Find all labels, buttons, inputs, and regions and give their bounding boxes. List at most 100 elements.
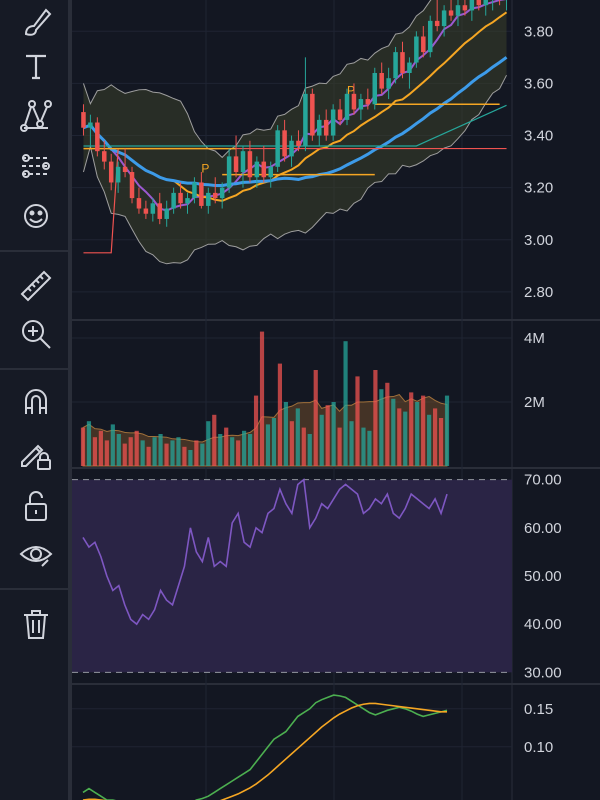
- candle-body: [233, 156, 239, 173]
- volume-bar: [379, 389, 384, 466]
- ruler-icon[interactable]: [14, 264, 58, 308]
- lock-icon[interactable]: [14, 484, 58, 528]
- toolbar-separator: [0, 250, 68, 252]
- candle-body: [289, 140, 294, 157]
- volume-bar: [164, 443, 169, 466]
- volume-bar: [444, 395, 450, 466]
- volume-bar: [373, 370, 378, 466]
- candle-body: [317, 119, 322, 136]
- volume-bar: [182, 446, 187, 466]
- magnet-icon[interactable]: [14, 380, 58, 424]
- rsi-tick-label: 30.00: [524, 664, 562, 681]
- toolbar-separator: [0, 588, 68, 590]
- candle-body: [434, 20, 440, 27]
- volume-bar: [194, 440, 199, 466]
- volume-bar: [421, 395, 426, 466]
- bollinger-band-fill: [83, 0, 507, 264]
- volume-bar: [355, 376, 360, 466]
- ma-purple-line: [83, 0, 507, 212]
- candle-body: [171, 192, 176, 209]
- volume-bar: [438, 418, 444, 466]
- volume-bar: [385, 382, 390, 466]
- volume-bar: [397, 408, 402, 466]
- candle-body: [358, 99, 364, 110]
- volume-bar: [104, 440, 109, 466]
- candle-body: [310, 93, 315, 136]
- pivot-marker: P: [347, 83, 355, 97]
- candle-body: [136, 198, 142, 209]
- candle-body: [268, 166, 273, 178]
- trash-icon[interactable]: [14, 602, 58, 646]
- candle-body: [365, 99, 371, 105]
- candle-body: [102, 151, 107, 162]
- volume-bar: [98, 430, 103, 466]
- volume-bar: [265, 424, 271, 466]
- macd-tick-label: 0.15: [524, 701, 553, 718]
- candle-body: [254, 161, 260, 178]
- volume-bar: [337, 427, 342, 466]
- eye-icon[interactable]: [14, 532, 58, 576]
- volume-bar: [253, 395, 259, 466]
- emoji-icon[interactable]: [14, 194, 58, 238]
- volume-bar: [403, 411, 408, 466]
- volume-bar: [319, 414, 324, 466]
- trail-stop-up: [83, 104, 507, 147]
- volume-bar: [349, 421, 354, 466]
- brush-icon[interactable]: [14, 0, 58, 44]
- price-tick-label: 3.80: [524, 23, 553, 40]
- candle-body: [379, 72, 384, 89]
- candle-body: [178, 192, 183, 204]
- volume-bar: [110, 424, 115, 466]
- pencil-lock-icon[interactable]: [14, 432, 58, 476]
- macd-signal-line: [82, 702, 448, 800]
- text-icon[interactable]: [14, 44, 58, 88]
- prediction-icon[interactable]: [14, 144, 58, 188]
- candle-body: [275, 130, 280, 167]
- volume-bar: [122, 443, 127, 466]
- rsi-pane: [72, 478, 512, 673]
- candle-body: [206, 192, 211, 206]
- chart-area[interactable]: PP 3.803.603.403.203.002.804M2M70.0060.0…: [72, 0, 600, 800]
- price-tick-label: 2.80: [524, 284, 553, 301]
- toolbar-separator: [0, 368, 68, 370]
- candle-body: [462, 5, 468, 11]
- volume-bar: [325, 405, 330, 466]
- pattern-icon[interactable]: [14, 94, 58, 138]
- rsi-tick-label: 60.00: [524, 520, 562, 537]
- volume-tick-label: 2M: [524, 394, 545, 411]
- volume-bar: [307, 434, 312, 466]
- rsi-tick-label: 70.00: [524, 472, 562, 489]
- candle-body: [393, 52, 398, 79]
- candle-body: [337, 109, 343, 120]
- candle-body: [330, 109, 336, 136]
- candle-body: [441, 10, 447, 27]
- volume-bar: [212, 414, 217, 466]
- candle-body: [150, 203, 156, 214]
- volume-bar: [140, 440, 145, 466]
- candle-body: [247, 151, 253, 178]
- candle-body: [226, 156, 232, 188]
- candle-body: [455, 5, 461, 16]
- volume-bar: [80, 427, 86, 466]
- volume-bar: [224, 427, 229, 466]
- volume-bar: [361, 427, 366, 466]
- price-pane: PP: [81, 0, 508, 265]
- bollinger-lower: [82, 74, 507, 265]
- candle-body: [199, 182, 204, 206]
- volume-bar: [277, 363, 283, 466]
- volume-bar: [206, 421, 211, 466]
- volume-bar: [289, 421, 294, 466]
- candle-body: [95, 122, 100, 152]
- volume-bar: [242, 430, 247, 466]
- candle-body: [164, 208, 169, 219]
- candle-body: [372, 72, 378, 105]
- volume-bar: [295, 408, 300, 466]
- zoom-in-icon[interactable]: [14, 312, 58, 356]
- volume-bar: [218, 434, 223, 466]
- candle-body: [414, 36, 419, 63]
- candle-body: [323, 119, 329, 136]
- candle-body: [88, 122, 93, 128]
- candle-body: [386, 78, 391, 89]
- candle-body: [296, 140, 301, 146]
- candle-body: [427, 20, 433, 53]
